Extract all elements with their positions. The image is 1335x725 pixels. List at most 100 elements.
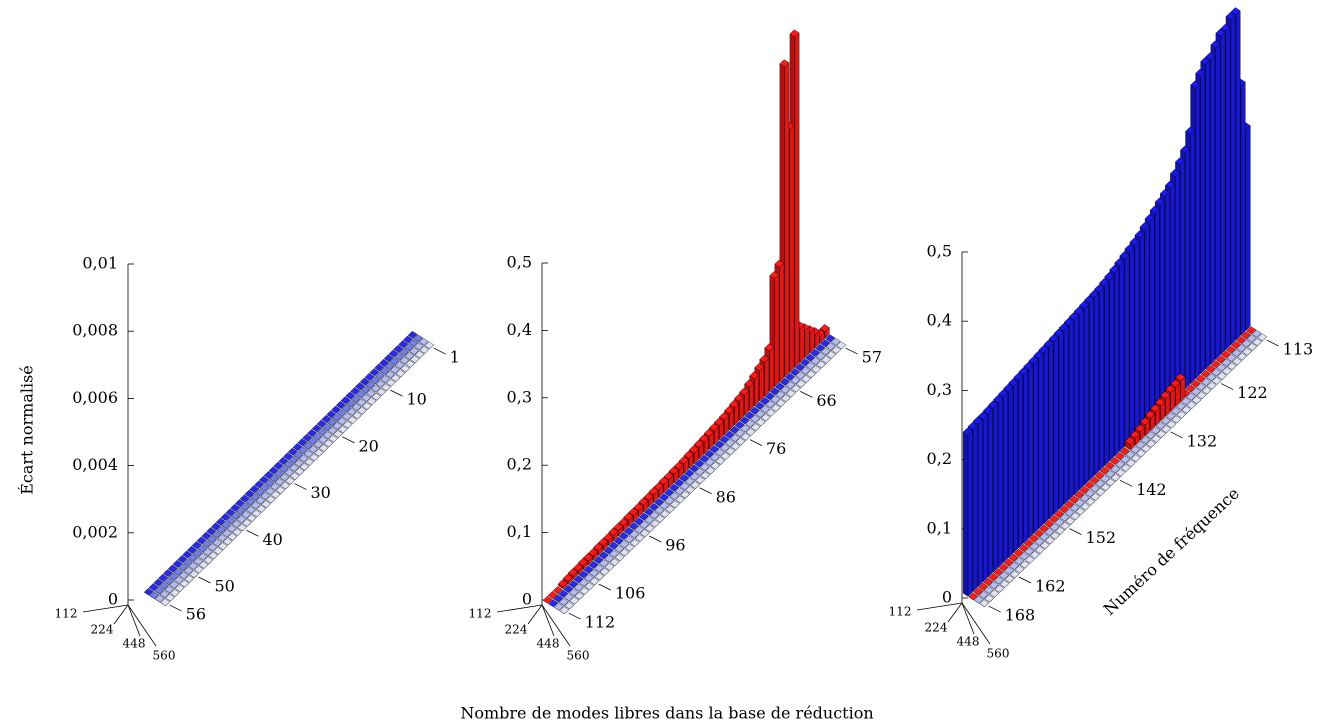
bar — [375, 380, 386, 388]
bar — [290, 472, 300, 480]
bar — [649, 511, 660, 520]
bar — [1125, 436, 1135, 451]
bar — [831, 346, 842, 354]
x-tick — [845, 347, 858, 355]
bar-side — [998, 398, 1003, 568]
bar — [569, 596, 580, 605]
bar — [1018, 544, 1029, 552]
bar-top — [558, 589, 569, 598]
bar-top — [640, 529, 650, 537]
bar-top — [614, 545, 624, 553]
bar — [800, 358, 810, 367]
bar — [1201, 378, 1212, 386]
bar-top — [278, 457, 288, 465]
bar — [183, 558, 193, 567]
bar-top — [1131, 454, 1141, 462]
bar-top — [1200, 369, 1211, 378]
bar-top — [241, 510, 251, 519]
bar — [251, 501, 261, 510]
bar — [604, 554, 614, 563]
bar-top — [658, 477, 669, 485]
bar — [365, 381, 375, 389]
bar-top — [1221, 350, 1231, 359]
bar-top — [978, 582, 989, 591]
bar — [346, 399, 356, 408]
bar-top — [1144, 214, 1155, 222]
x-tick — [169, 604, 182, 612]
bar — [400, 364, 410, 373]
bar-top — [553, 594, 564, 603]
bar — [679, 474, 689, 482]
bar-top — [1241, 339, 1252, 348]
bar — [231, 520, 242, 528]
bar — [312, 432, 323, 441]
bar-top — [1104, 461, 1115, 470]
bar — [1130, 446, 1141, 454]
bar — [273, 461, 284, 470]
bar-top — [193, 557, 203, 566]
bar-top — [765, 408, 776, 417]
y-tick-label: 0,01 — [82, 254, 118, 273]
bar-top — [165, 593, 175, 602]
bar — [1024, 555, 1035, 564]
bar-top — [1119, 251, 1130, 260]
x-tick-label: 152 — [1086, 528, 1117, 547]
x-tick — [749, 439, 763, 446]
bar-top — [1100, 475, 1110, 483]
bar-top — [569, 596, 580, 605]
bar — [650, 519, 660, 528]
bar — [170, 589, 180, 597]
bar-top — [679, 482, 690, 491]
bar — [154, 586, 164, 595]
row-tick — [947, 602, 963, 623]
bar-top — [1069, 495, 1080, 504]
bar-top — [973, 595, 984, 604]
bar-top — [255, 488, 265, 497]
bar-top — [404, 352, 415, 360]
bar-top — [203, 548, 213, 556]
bar — [1095, 488, 1106, 496]
bar — [298, 446, 308, 455]
bar — [547, 591, 558, 599]
bar-top — [1039, 524, 1049, 533]
bar-top — [594, 564, 604, 573]
bar-top — [1048, 334, 1059, 343]
bar-top — [1231, 340, 1241, 349]
bar-side — [1190, 130, 1195, 384]
bar-top — [1115, 452, 1125, 460]
bar-top — [240, 502, 251, 511]
bar-top — [375, 380, 386, 388]
bar — [288, 456, 299, 464]
bar-top — [638, 497, 649, 506]
bar — [155, 595, 165, 603]
bar-top — [217, 534, 227, 542]
bar-top — [255, 496, 266, 505]
row-label: 560 — [153, 649, 176, 663]
bar-top — [1105, 470, 1115, 478]
bar — [978, 582, 989, 591]
y-tick-label: 0,2 — [927, 449, 952, 468]
bar — [1120, 464, 1131, 472]
bar-top — [179, 571, 189, 580]
bar — [1181, 405, 1192, 414]
bar — [240, 502, 251, 511]
bar-top — [623, 512, 634, 521]
bar — [579, 578, 589, 587]
bar-top — [563, 584, 574, 593]
bar-top — [1140, 436, 1151, 444]
bar — [313, 440, 323, 449]
bar-top — [639, 512, 649, 521]
bar-side — [1023, 370, 1029, 544]
bar — [973, 595, 984, 604]
bar — [573, 575, 584, 583]
bar-front — [962, 431, 969, 597]
x-tick — [699, 487, 712, 495]
bar-top — [1216, 363, 1227, 372]
bar-top — [750, 415, 760, 423]
bar — [419, 338, 429, 346]
bar-top — [1176, 410, 1187, 419]
bar-top — [168, 564, 178, 573]
x-tick — [568, 612, 581, 620]
shared-axis-label: Nombre de modes libres dans la base de r… — [460, 704, 873, 723]
y-tick-label: 0,4 — [507, 320, 532, 339]
